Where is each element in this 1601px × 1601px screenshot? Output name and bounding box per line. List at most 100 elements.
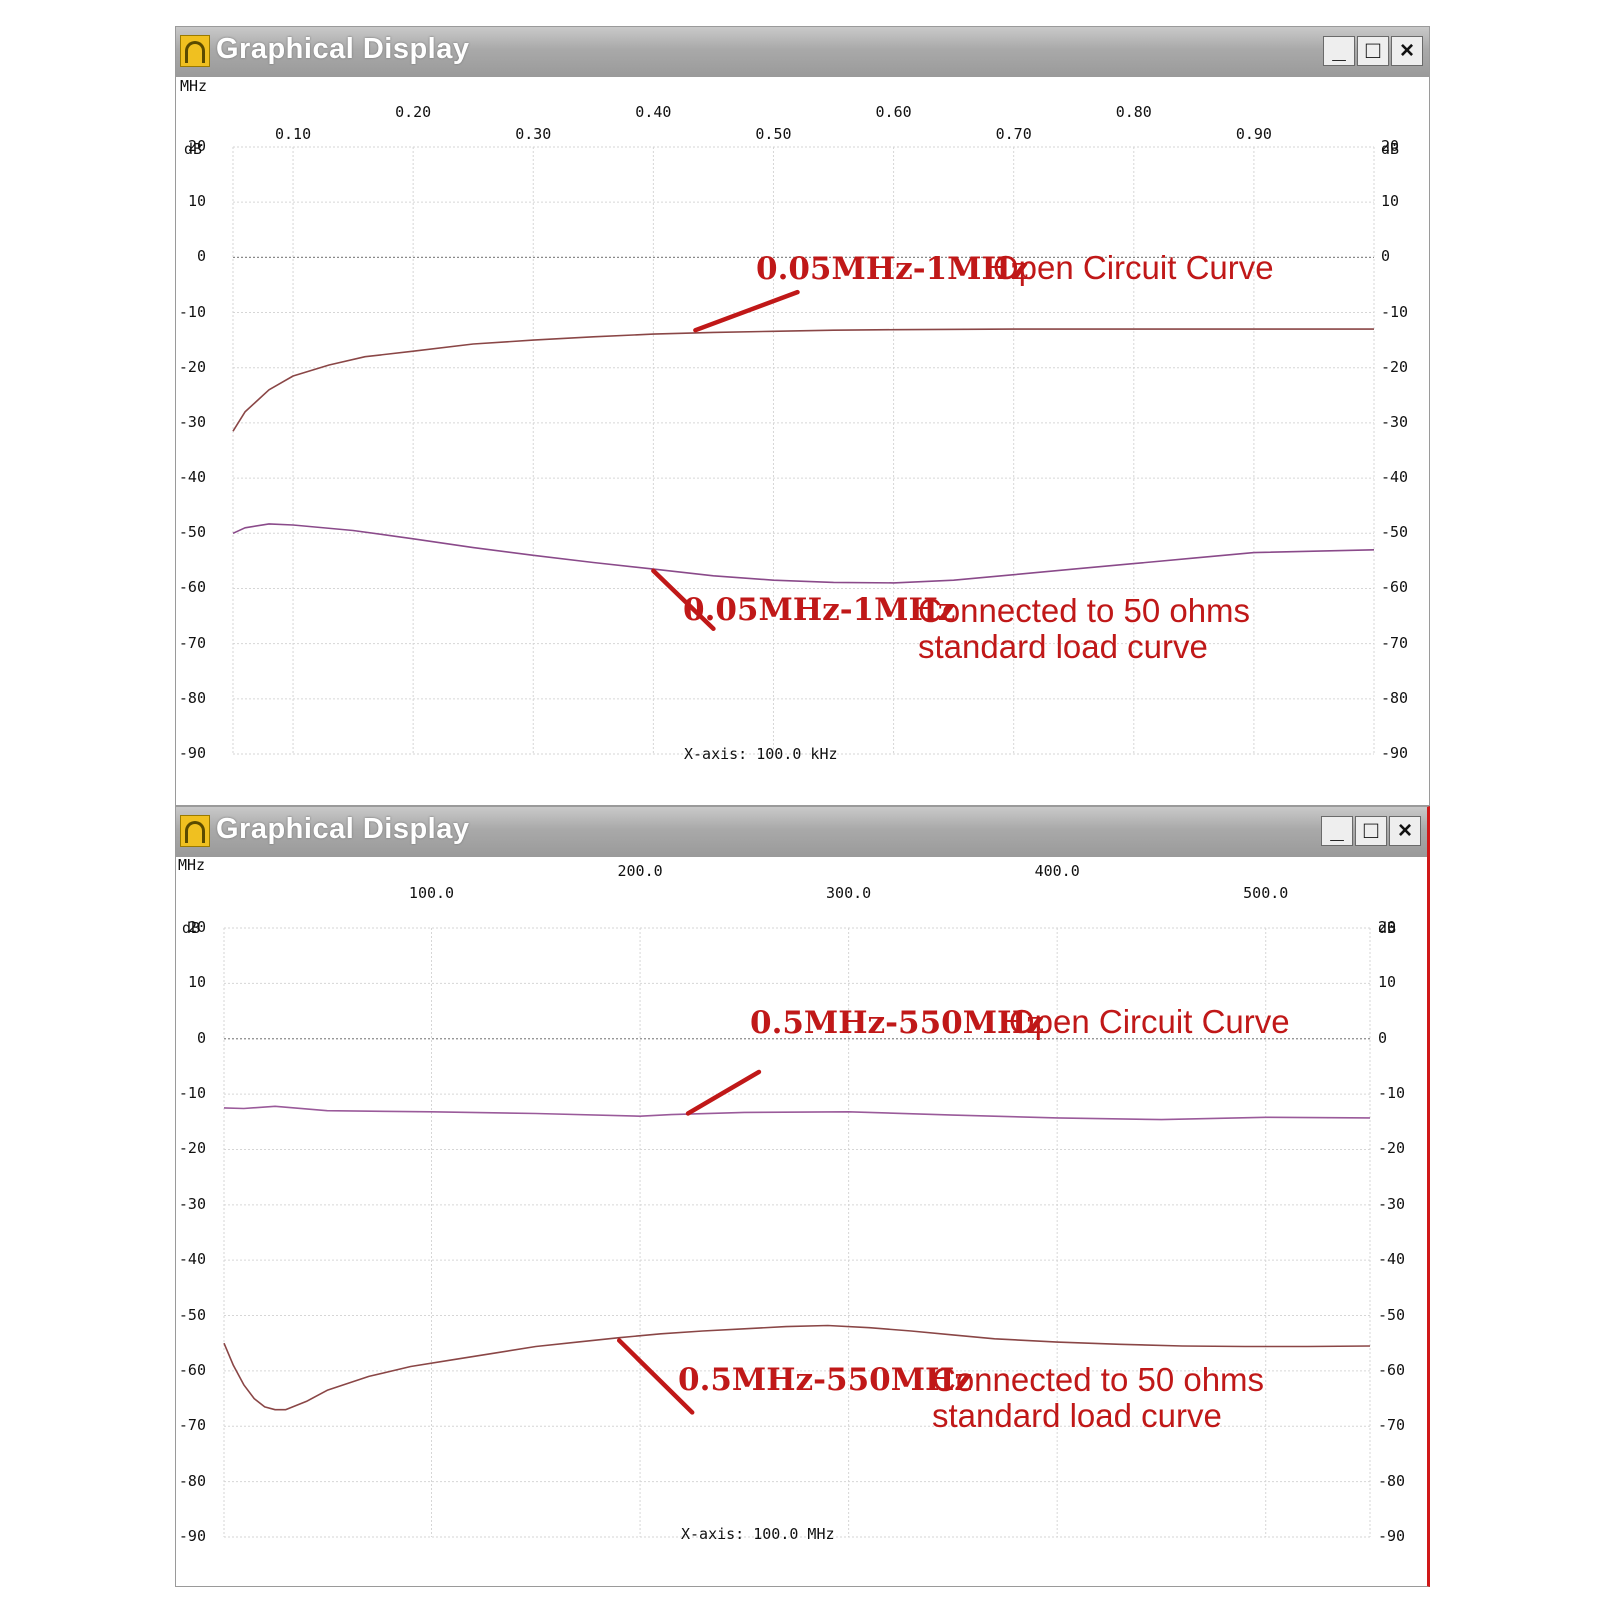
y-tick-label-right: -90: [1378, 1527, 1406, 1545]
open-circuit-curve: [232, 328, 1374, 432]
y-tick-label-right: 0: [1378, 1028, 1388, 1047]
window-title: Graphical Display: [216, 813, 470, 845]
y-tick-label-left: -90: [178, 744, 206, 762]
y-tick-label-right: -70: [1381, 633, 1409, 652]
y-tick-label-left: -70: [178, 1416, 206, 1435]
y-tick-label-right: 20: [1378, 918, 1397, 936]
x-axis-caption: X-axis: 100.0 kHz: [684, 745, 838, 763]
x-tick-label: 0.50: [755, 125, 792, 143]
annotation-text-open: Open Circuit Curve: [1009, 1003, 1290, 1040]
y-tick-label-right: -10: [1381, 302, 1409, 321]
x-tick-label: 0.20: [395, 103, 432, 121]
y-tick-label-left: -80: [178, 1471, 206, 1490]
minimize-button[interactable]: _: [1323, 36, 1355, 66]
y-tick-label-right: 10: [1381, 192, 1400, 211]
title-bar[interactable]: Graphical Display _ □ ×: [176, 27, 1429, 77]
x-tick-label: 0.80: [1115, 103, 1152, 121]
annotation-text-load-line2: standard load curve: [932, 1397, 1222, 1434]
y-tick-label-right: -20: [1378, 1139, 1406, 1158]
y-tick-label-right: -10: [1378, 1084, 1406, 1103]
x-tick-label: 0.60: [875, 103, 912, 121]
annotation-range-load: 0.5MHz-550MHz: [678, 1362, 972, 1398]
y-tick-label-right: -50: [1378, 1305, 1406, 1324]
y-tick-label-right: -30: [1378, 1194, 1406, 1213]
annotation-range-open: 0.5MHz-550MHz: [750, 1005, 1044, 1041]
y-tick-label-right: -40: [1381, 468, 1409, 487]
y-tick-label-left: -60: [178, 578, 206, 597]
y-tick-label-left: -50: [178, 523, 206, 542]
y-tick-label-left: 20: [187, 137, 206, 155]
y-tick-label-right: -80: [1381, 688, 1409, 707]
plot-area: [223, 927, 1371, 1538]
x-axis-caption: X-axis: 100.0 MHz: [681, 1525, 835, 1543]
x-tick-label: 0.40: [635, 103, 672, 121]
y-tick-label-right: -40: [1378, 1250, 1406, 1269]
annotation-range-load: 0.05MHz-1MHz: [683, 592, 956, 628]
y-tick-label-right: 20: [1381, 137, 1400, 155]
y-tick-label-left: -90: [178, 1527, 206, 1545]
maximize-button[interactable]: □: [1355, 816, 1387, 846]
minimize-button[interactable]: _: [1321, 816, 1353, 846]
y-tick-label-right: -20: [1381, 357, 1409, 376]
load-curve: [232, 523, 1375, 584]
window-title: Graphical Display: [216, 33, 470, 65]
load-curve: [223, 1324, 1371, 1411]
y-tick-label-right: -70: [1378, 1416, 1406, 1435]
y-tick-label-left: -30: [178, 412, 206, 431]
x-tick-label: 300.0: [826, 884, 872, 902]
y-tick-label-left: -10: [178, 1084, 206, 1103]
leader-line-open: [693, 289, 800, 333]
close-button[interactable]: ×: [1389, 816, 1421, 846]
x-tick-label: 0.30: [515, 125, 552, 143]
x-unit-label: MHz: [178, 856, 206, 874]
y-tick-label-right: 0: [1381, 247, 1391, 266]
annotation-text-open: Open Circuit Curve: [993, 249, 1274, 286]
open-circuit-curve: [223, 1105, 1371, 1121]
y-unit-label-left: dB: [182, 919, 201, 937]
y-tick-label-left: -10: [178, 302, 206, 321]
y-tick-label-left: 20: [187, 918, 206, 936]
graphical-display-window-1: Graphical Display _ □ × MHz dB dB X-axis…: [175, 26, 1430, 806]
y-tick-label-left: 0: [196, 247, 206, 266]
y-tick-label-left: -60: [178, 1360, 206, 1379]
y-tick-label-left: -30: [178, 1194, 206, 1213]
y-tick-label-left: 0: [196, 1028, 206, 1047]
y-tick-label-right: 10: [1378, 973, 1397, 992]
leader-line-load: [651, 568, 716, 631]
y-tick-label-right: -60: [1378, 1360, 1406, 1379]
x-tick-label: 100.0: [408, 884, 455, 902]
annotation-text-load: Connected to 50 ohms: [918, 592, 1251, 629]
x-tick-label: 500.0: [1243, 884, 1289, 902]
y-unit-label-right: dB: [1378, 919, 1397, 937]
annotation-range-open: 0.05MHz-1MHz: [756, 251, 1029, 287]
x-tick-label: 0.10: [274, 125, 312, 143]
app-icon: [180, 35, 210, 67]
x-tick-label: 0.70: [995, 125, 1032, 143]
leader-line-open: [685, 1069, 762, 1116]
x-unit-label: MHz: [180, 77, 208, 95]
y-tick-label-left: 10: [187, 973, 206, 992]
y-tick-label-left: -20: [178, 1139, 206, 1158]
y-tick-label-right: -50: [1381, 523, 1409, 542]
y-tick-label-left: -40: [178, 1250, 206, 1269]
y-tick-label-left: 10: [187, 192, 206, 211]
y-tick-label-right: -90: [1381, 744, 1409, 762]
annotation-text-load: Connected to 50 ohms: [932, 1361, 1265, 1398]
maximize-button[interactable]: □: [1357, 36, 1389, 66]
app-icon: [180, 815, 210, 847]
y-tick-label-left: -40: [178, 468, 206, 487]
title-bar[interactable]: Graphical Display _ □ ×: [176, 807, 1427, 857]
x-tick-label: 200.0: [617, 862, 663, 880]
y-tick-label-right: -80: [1378, 1471, 1406, 1490]
plot-area: [232, 146, 1375, 755]
annotation-text-load-line2: standard load curve: [918, 628, 1208, 665]
graphical-display-window-2: Graphical Display _ □ × MHz dB dB X-axis…: [175, 806, 1430, 1587]
y-tick-label-left: -80: [178, 688, 206, 707]
y-unit-label-right: dB: [1381, 140, 1400, 158]
leader-line-load: [616, 1338, 695, 1415]
y-unit-label-left: dB: [184, 140, 203, 158]
close-button[interactable]: ×: [1391, 36, 1423, 66]
x-tick-label: 0.90: [1235, 125, 1272, 143]
y-tick-label-right: -30: [1381, 412, 1409, 431]
y-tick-label-left: -70: [178, 633, 206, 652]
